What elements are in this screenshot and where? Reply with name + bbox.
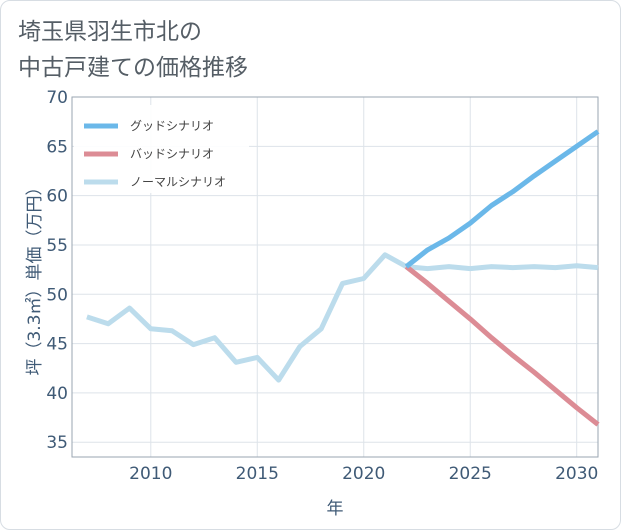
series-line-0 (404, 129, 600, 269)
y-axis-title: 坪（3.3㎡）単価（万円） (25, 178, 45, 375)
y-tick-label: 60 (46, 187, 68, 207)
chart-title: 埼玉県羽生市北の 中古戸建ての価格推移 (18, 14, 248, 86)
chart-title-line-1: 埼玉県羽生市北の (18, 19, 202, 45)
y-tick-label: 50 (46, 285, 68, 305)
x-tick-label: 2030 (555, 464, 598, 484)
x-tick-label: 2020 (342, 464, 385, 484)
series-line-2 (86, 252, 599, 383)
y-tick-label: 70 (46, 88, 68, 108)
x-tick-label: 2025 (449, 464, 492, 484)
x-tick-label: 2015 (236, 464, 279, 484)
legend-box (74, 105, 249, 193)
series-line-1 (404, 264, 600, 427)
y-tick-label: 45 (46, 335, 68, 355)
y-tick-label: 35 (46, 433, 68, 453)
y-tick-label: 40 (46, 384, 68, 404)
x-axis-title: 年 (327, 499, 344, 519)
y-tick-label: 55 (46, 236, 68, 256)
series-layer (86, 129, 600, 427)
x-axis-ticks: 2010 2015 2020 2025 2030 (129, 464, 598, 484)
legend-label: ノーマルシナリオ (130, 175, 226, 189)
y-tick-label: 65 (46, 137, 68, 157)
x-tick-label: 2010 (129, 464, 172, 484)
plot-border (71, 96, 599, 458)
chart-title-line-2: 中古戸建ての価格推移 (18, 55, 248, 81)
y-axis-ticks: 35 40 45 50 55 60 65 70 (46, 88, 68, 453)
legend-label: グッドシナリオ (130, 119, 214, 133)
legend-label: バッドシナリオ (130, 147, 214, 161)
